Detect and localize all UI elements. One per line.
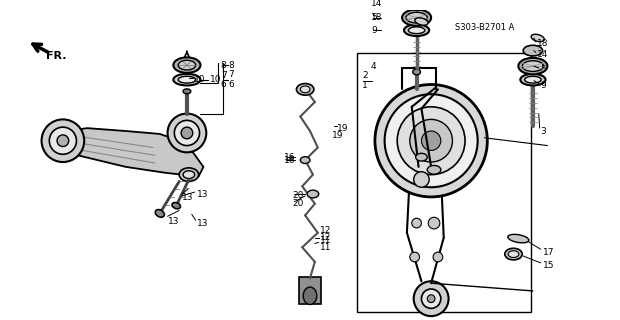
Circle shape: [167, 114, 206, 152]
Ellipse shape: [174, 74, 200, 85]
Text: S303-B2701 A: S303-B2701 A: [455, 23, 515, 32]
Text: 7: 7: [229, 70, 234, 79]
Text: 1: 1: [362, 81, 368, 90]
Circle shape: [375, 84, 487, 197]
Ellipse shape: [505, 248, 522, 260]
Text: 5: 5: [371, 13, 377, 22]
Text: 8: 8: [221, 60, 226, 70]
Text: 6: 6: [221, 80, 226, 89]
Text: 10: 10: [210, 75, 222, 84]
Text: 7: 7: [221, 71, 226, 80]
Ellipse shape: [508, 251, 519, 258]
Circle shape: [428, 217, 440, 229]
Ellipse shape: [415, 18, 428, 25]
Ellipse shape: [522, 61, 544, 71]
Ellipse shape: [404, 24, 429, 36]
Text: 6: 6: [229, 80, 234, 89]
Ellipse shape: [183, 89, 191, 94]
Ellipse shape: [300, 86, 310, 93]
Ellipse shape: [523, 45, 542, 56]
Ellipse shape: [520, 74, 546, 85]
Text: 9: 9: [371, 26, 377, 35]
Circle shape: [414, 172, 429, 187]
Text: 18: 18: [371, 13, 383, 22]
Text: 15: 15: [542, 261, 554, 270]
Ellipse shape: [300, 157, 310, 164]
Text: 5: 5: [541, 66, 546, 75]
Circle shape: [42, 119, 84, 162]
Ellipse shape: [525, 76, 541, 83]
Text: 9: 9: [541, 81, 546, 90]
Text: 13: 13: [167, 217, 179, 226]
FancyBboxPatch shape: [299, 277, 321, 304]
Circle shape: [410, 252, 420, 262]
Text: 14: 14: [371, 0, 383, 8]
Text: 19: 19: [332, 132, 343, 140]
Ellipse shape: [179, 168, 198, 181]
Text: 19: 19: [337, 124, 348, 132]
Ellipse shape: [155, 210, 164, 217]
Circle shape: [384, 94, 477, 187]
Circle shape: [50, 127, 76, 154]
Text: 13: 13: [182, 193, 193, 202]
Ellipse shape: [172, 203, 180, 209]
Ellipse shape: [407, 0, 427, 10]
Polygon shape: [58, 128, 203, 177]
Text: 18: 18: [537, 39, 548, 48]
Ellipse shape: [409, 27, 425, 34]
Circle shape: [427, 295, 435, 302]
Ellipse shape: [402, 9, 431, 26]
Ellipse shape: [415, 153, 427, 161]
Circle shape: [433, 252, 443, 262]
Text: 4: 4: [371, 61, 377, 71]
Text: 8: 8: [229, 60, 234, 70]
Text: 20: 20: [293, 199, 304, 208]
Ellipse shape: [296, 84, 314, 95]
Text: 20: 20: [293, 191, 304, 200]
Text: 2: 2: [362, 71, 368, 80]
Circle shape: [397, 107, 465, 175]
Circle shape: [422, 131, 441, 150]
Circle shape: [57, 135, 69, 147]
Text: FR.: FR.: [46, 52, 67, 61]
Text: 12: 12: [320, 233, 331, 242]
Ellipse shape: [406, 12, 427, 23]
Ellipse shape: [518, 58, 547, 74]
Text: 13: 13: [197, 189, 208, 198]
Ellipse shape: [531, 34, 544, 42]
Text: 16: 16: [284, 156, 295, 164]
Text: 12: 12: [320, 226, 331, 235]
Text: 17: 17: [542, 248, 554, 257]
Circle shape: [422, 289, 441, 308]
Circle shape: [181, 127, 193, 139]
Ellipse shape: [183, 171, 195, 179]
Ellipse shape: [508, 234, 529, 243]
Text: 10: 10: [193, 75, 205, 84]
Text: 13: 13: [197, 219, 208, 228]
Ellipse shape: [303, 287, 317, 305]
Text: 14: 14: [537, 50, 548, 59]
Ellipse shape: [413, 69, 420, 75]
Ellipse shape: [178, 60, 196, 70]
Text: 11: 11: [320, 243, 331, 252]
Circle shape: [412, 218, 422, 228]
Ellipse shape: [174, 57, 200, 73]
Ellipse shape: [427, 165, 441, 174]
Circle shape: [410, 119, 453, 162]
Ellipse shape: [307, 190, 319, 198]
Text: 3: 3: [541, 126, 546, 136]
Text: 16: 16: [284, 153, 295, 162]
Circle shape: [414, 281, 449, 316]
Text: 11: 11: [320, 236, 331, 245]
Circle shape: [174, 120, 200, 146]
Ellipse shape: [178, 76, 196, 83]
